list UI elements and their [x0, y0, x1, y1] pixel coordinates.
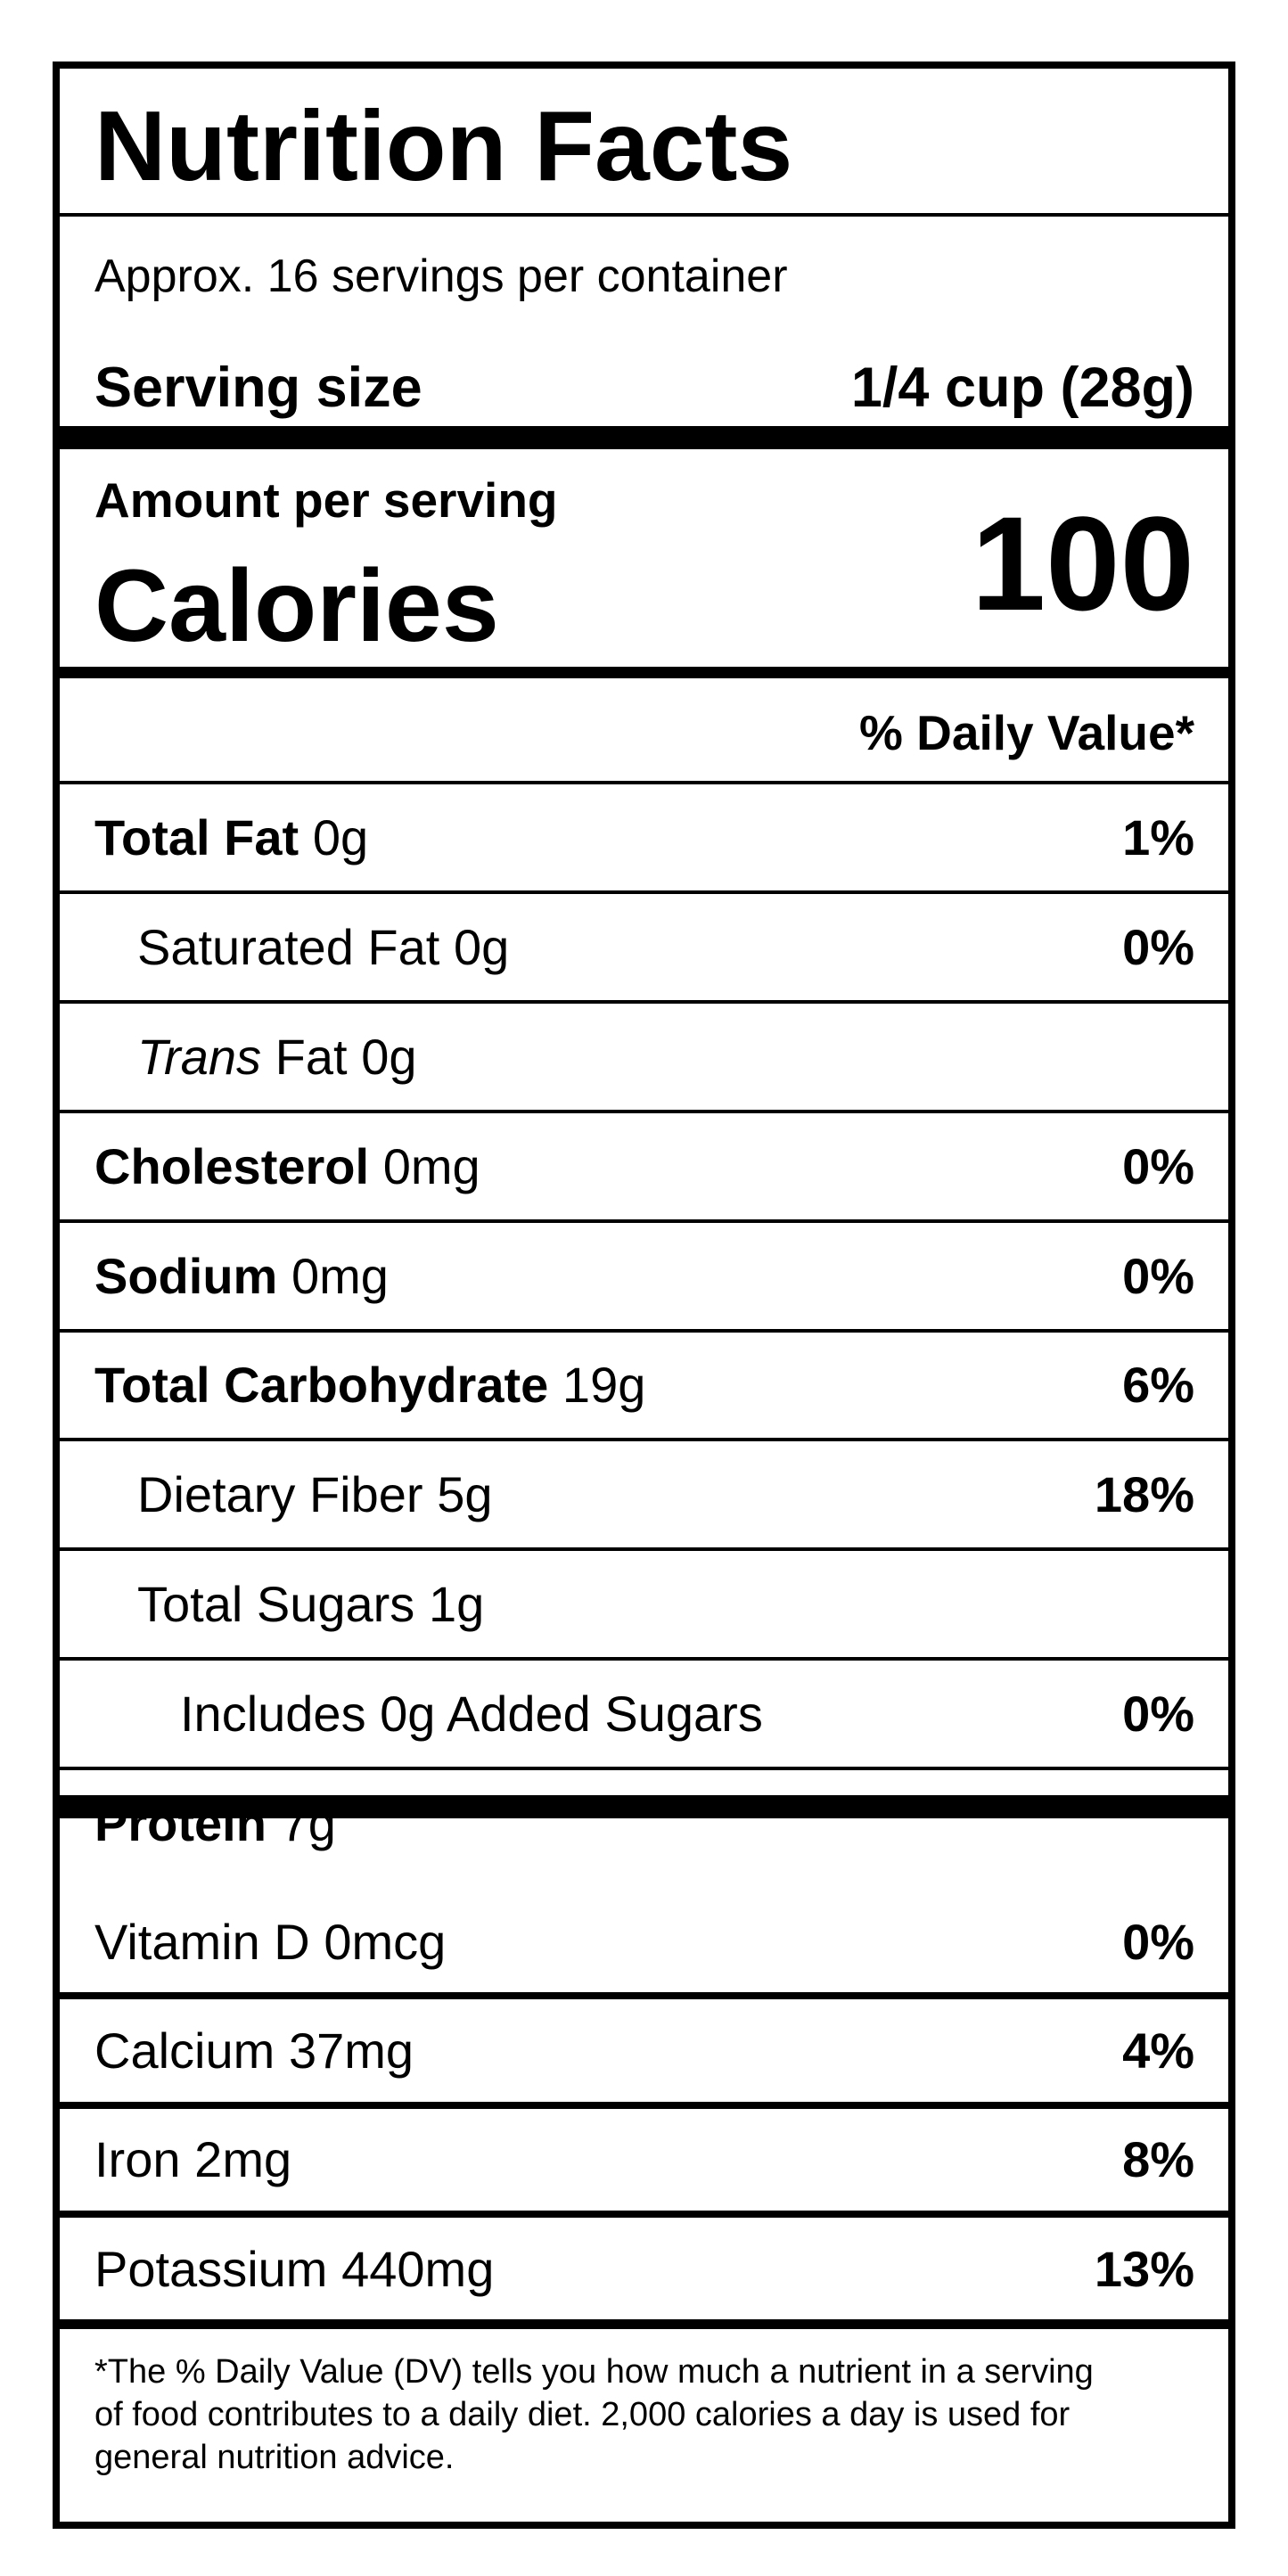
rule — [60, 1438, 1228, 1442]
daily-value-header: % Daily Value* — [858, 705, 1194, 760]
nutrient-row: Total Carbohydrate 19g 6% — [94, 1333, 1194, 1439]
vitamin: Iron 2mg — [94, 2130, 291, 2188]
daily-value: 0% — [1122, 1913, 1194, 1970]
calories-label: Calories — [94, 549, 499, 663]
nutrient: Cholesterol 0mg — [94, 1137, 480, 1195]
nutrient-row: Sodium 0mg 0% — [94, 1223, 1194, 1329]
rule — [60, 999, 1228, 1004]
nutrient: Total Carbohydrate 19g — [94, 1356, 645, 1414]
rule — [60, 2210, 1228, 2218]
rule — [60, 1992, 1228, 2000]
nutrient-amount: 0g — [361, 1028, 417, 1085]
serving-size-label: Serving size — [94, 357, 422, 419]
nutrient-row: Saturated Fat 0g 0% — [94, 894, 1194, 1000]
rule — [60, 890, 1228, 894]
nutrient: Dietary Fiber 5g — [137, 1465, 493, 1523]
vitamin-name: Vitamin D — [94, 1913, 310, 1970]
thick-rule — [60, 426, 1228, 449]
nutrient-row: Dietary Fiber 5g 18% — [94, 1441, 1194, 1547]
nutrient-amount: 7g — [280, 1795, 336, 1852]
nutrient-name: Fat — [275, 1028, 348, 1085]
daily-value: 6% — [1122, 1357, 1194, 1414]
nutrient-name: Saturated Fat — [137, 918, 440, 975]
vitamin-amount: 2mg — [194, 2131, 292, 2188]
nutrient: Total Sugars 1g — [137, 1575, 484, 1633]
rule — [60, 1328, 1228, 1333]
vitamin-name: Calcium — [94, 2022, 275, 2079]
daily-value: 13% — [1094, 2240, 1194, 2297]
daily-value: 18% — [1094, 1466, 1194, 1523]
vitamin-name: Iron — [94, 2131, 181, 2188]
vitamin-row: Calcium 37mg 4% — [94, 1999, 1194, 2101]
nutrient: Protein 7g — [94, 1794, 336, 1852]
rule — [60, 1218, 1228, 1223]
nutrient-row: Cholesterol 0mg 0% — [94, 1113, 1194, 1219]
nutrient: Sodium 0mg — [94, 1247, 389, 1305]
vitamin-row: Iron 2mg 8% — [94, 2109, 1194, 2211]
nutrition-label: Nutrition Facts Approx. 16 servings per … — [53, 62, 1235, 2529]
vitamin-name: Potassium — [94, 2240, 328, 2297]
thick-rule — [60, 1795, 1228, 1818]
amount-per-serving: Amount per serving — [94, 472, 558, 528]
vitamin: Calcium 37mg — [94, 2022, 414, 2080]
nutrient-amount: 1g — [428, 1576, 485, 1633]
rule — [60, 781, 1228, 784]
nutrient-amount: 19g — [562, 1357, 646, 1414]
nutrient-name: Total Fat — [94, 808, 299, 866]
rule — [60, 1547, 1228, 1552]
daily-value: 8% — [1122, 2131, 1194, 2188]
nutrient-row: Protein 7g — [94, 1770, 1194, 1876]
vitamin-row: Vitamin D 0mcg 0% — [94, 1891, 1194, 1992]
rule — [60, 2319, 1228, 2330]
nutrient-amount: 0mg — [382, 1137, 480, 1194]
footnote: general nutrition advice. — [94, 2439, 455, 2476]
daily-value: 0% — [1122, 1247, 1194, 1304]
footnote: *The % Daily Value (DV) tells you how mu… — [94, 2353, 1094, 2391]
nutrient-name: Sodium — [94, 1247, 278, 1304]
vitamin-amount: 440mg — [341, 2240, 495, 2297]
nutrient-row: Total Sugars 1g — [94, 1551, 1194, 1657]
rule — [60, 667, 1228, 678]
nutrient: Includes 0g Added Sugars — [180, 1685, 763, 1743]
nutrient-name: Cholesterol — [94, 1137, 370, 1194]
footnote: of food contributes to a daily diet. 2,0… — [94, 2396, 1071, 2433]
nutrient-prefix: Trans — [137, 1028, 261, 1085]
rule — [60, 2101, 1228, 2109]
nutrient-name: Includes 0g Added Sugars — [180, 1686, 763, 1743]
servings: Approx. 16 servings per container — [94, 250, 788, 302]
daily-value: 0% — [1122, 918, 1194, 975]
rule — [60, 1657, 1228, 1661]
nutrient-row: Includes 0g Added Sugars 0% — [94, 1661, 1194, 1767]
vitamin-amount: 0mcg — [324, 1913, 447, 1970]
title: Nutrition Facts — [94, 91, 793, 201]
nutrient: Total Fat 0g — [94, 808, 368, 866]
nutrient-name: Total Carbohydrate — [94, 1357, 549, 1414]
nutrient-amount: 0mg — [291, 1247, 389, 1304]
nutrient-name: Protein — [94, 1795, 267, 1852]
nutrient-row: Total Fat 0g 1% — [94, 784, 1194, 890]
rule — [60, 1767, 1228, 1771]
rule — [60, 213, 1228, 217]
serving-size-row: Serving size 1/4 cup (28g) — [94, 357, 1194, 419]
nutrient: Saturated Fat 0g — [137, 918, 509, 976]
serving-size-value: 1/4 cup (28g) — [850, 357, 1194, 419]
daily-value: 1% — [1122, 808, 1194, 866]
nutrient-amount: 0g — [312, 808, 369, 866]
rule — [60, 1109, 1228, 1113]
daily-value: 0% — [1122, 1686, 1194, 1743]
nutrient-name: Dietary Fiber — [137, 1466, 423, 1523]
vitamin-amount: 37mg — [288, 2022, 414, 2079]
vitamin: Potassium 440mg — [94, 2240, 494, 2298]
nutrient-row: Trans Fat 0g — [94, 1004, 1194, 1110]
nutrient-name: Total Sugars — [137, 1576, 415, 1633]
vitamin-row: Potassium 440mg 13% — [94, 2218, 1194, 2319]
vitamin: Vitamin D 0mcg — [94, 1913, 446, 1971]
calories-value: 100 — [971, 488, 1194, 638]
nutrient: Trans Fat 0g — [137, 1028, 417, 1086]
daily-value: 0% — [1122, 1137, 1194, 1194]
nutrient-amount: 5g — [437, 1466, 493, 1523]
daily-value: 4% — [1122, 2022, 1194, 2079]
nutrient-amount: 0g — [453, 918, 510, 975]
